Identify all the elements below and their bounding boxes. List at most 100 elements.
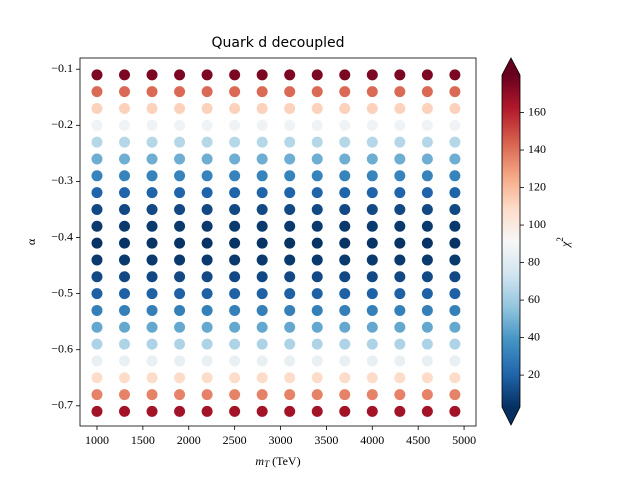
point [201, 136, 213, 148]
point [339, 355, 351, 367]
point [256, 372, 268, 384]
point [229, 170, 241, 182]
point [174, 389, 186, 401]
point [394, 321, 406, 333]
point [311, 237, 323, 249]
point [201, 119, 213, 131]
point [339, 254, 351, 266]
point [284, 355, 296, 367]
point [146, 372, 158, 384]
point [421, 271, 433, 283]
point [256, 153, 268, 165]
point [394, 288, 406, 300]
point [201, 405, 213, 417]
point [339, 389, 351, 401]
point [174, 271, 186, 283]
point [256, 237, 268, 249]
point [146, 321, 158, 333]
colorbar-tick-label: 40 [528, 329, 540, 343]
point [256, 405, 268, 417]
point [91, 237, 103, 249]
point [311, 304, 323, 316]
colorbar-tick-label: 80 [528, 254, 540, 268]
point [256, 220, 268, 232]
point [256, 69, 268, 81]
point [284, 237, 296, 249]
point [201, 69, 213, 81]
point [201, 153, 213, 165]
point [311, 372, 323, 384]
point [229, 355, 241, 367]
y-tick-label: −0.5 [51, 285, 73, 299]
point [366, 338, 378, 350]
point [174, 102, 186, 114]
y-axis-label: α [24, 238, 38, 245]
point [449, 102, 461, 114]
point [449, 136, 461, 148]
point [146, 355, 158, 367]
point [146, 187, 158, 199]
point [201, 304, 213, 316]
point [174, 372, 186, 384]
point [339, 220, 351, 232]
point [421, 321, 433, 333]
point [366, 271, 378, 283]
point [174, 220, 186, 232]
point [229, 338, 241, 350]
point [119, 187, 131, 199]
point [394, 86, 406, 98]
point [201, 170, 213, 182]
point [394, 405, 406, 417]
point [421, 69, 433, 81]
point [311, 288, 323, 300]
point [366, 170, 378, 182]
point [229, 405, 241, 417]
point [91, 405, 103, 417]
point [284, 389, 296, 401]
point [229, 254, 241, 266]
point [366, 153, 378, 165]
point [201, 254, 213, 266]
point [284, 102, 296, 114]
point [91, 254, 103, 266]
point [119, 220, 131, 232]
y-tick-label: −0.7 [51, 398, 73, 412]
point [256, 254, 268, 266]
point [421, 170, 433, 182]
point [339, 86, 351, 98]
point [311, 136, 323, 148]
point [311, 254, 323, 266]
point [119, 372, 131, 384]
point [256, 170, 268, 182]
axes-frame [79, 57, 477, 427]
point [339, 187, 351, 199]
x-tick-label: 1500 [131, 433, 155, 447]
point [449, 288, 461, 300]
point [449, 69, 461, 81]
point [91, 86, 103, 98]
point [339, 271, 351, 283]
point [91, 119, 103, 131]
point [119, 405, 131, 417]
colorbar-extend-max [502, 58, 520, 75]
point [91, 372, 103, 384]
point [91, 338, 103, 350]
colorbar-frame [501, 57, 521, 426]
point [284, 321, 296, 333]
point [311, 338, 323, 350]
point [229, 86, 241, 98]
point [421, 254, 433, 266]
point [146, 271, 158, 283]
point [394, 119, 406, 131]
point [174, 136, 186, 148]
point [421, 338, 433, 350]
point [119, 102, 131, 114]
point [366, 220, 378, 232]
point [449, 405, 461, 417]
point [339, 153, 351, 165]
point [421, 220, 433, 232]
point [449, 389, 461, 401]
point [394, 254, 406, 266]
point [256, 86, 268, 98]
point [284, 187, 296, 199]
